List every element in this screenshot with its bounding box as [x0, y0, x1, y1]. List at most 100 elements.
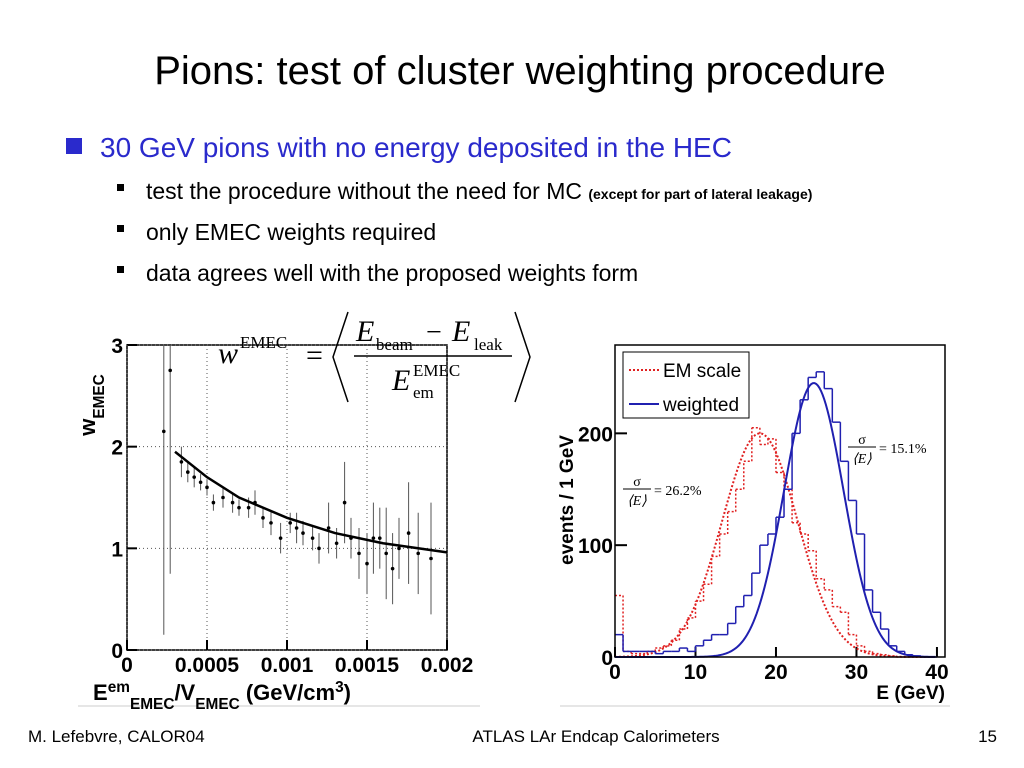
label-part: em	[108, 679, 130, 696]
label-part: EMEC	[195, 696, 239, 713]
label-part: 3	[335, 679, 344, 696]
plot-frame	[614, 344, 946, 658]
data-point	[384, 551, 389, 556]
data-point	[317, 546, 321, 551]
data-point	[261, 516, 265, 520]
formula-minus: −	[426, 317, 442, 348]
x-tick-label: 40	[925, 661, 948, 684]
fit-curve	[614, 432, 936, 658]
label-part: EMEC	[91, 374, 108, 418]
annotation-den: ⟨E⟩	[627, 494, 647, 509]
annotation: σ ⟨E⟩ = 15.1%	[848, 433, 927, 467]
label-part: (GeV/cm	[240, 680, 335, 705]
x-tick-label: 0	[121, 654, 133, 677]
formula-den-sub: em	[413, 383, 434, 402]
legend-label: weighted	[662, 395, 739, 416]
sub-bullet: data agrees well with the proposed weigh…	[146, 260, 638, 286]
data-point	[278, 536, 283, 540]
footer-center: ATLAS LAr Endcap Calorimeters	[472, 727, 719, 746]
data-point	[186, 470, 190, 474]
y-tick-label: 200	[578, 423, 613, 446]
data-point	[378, 536, 382, 540]
y-axis-label: events / 1 GeV	[557, 435, 578, 565]
footer-left: M. Lefebvre, CALOR04	[28, 727, 205, 746]
label-part: w	[75, 418, 100, 437]
bullet-marker	[66, 138, 82, 154]
y-tick-label: 2	[111, 437, 123, 460]
data-point	[301, 531, 305, 535]
data-point	[179, 460, 184, 464]
data-point	[342, 500, 347, 505]
label-part: /V	[174, 680, 195, 705]
formula-lhs-sup: EMEC	[240, 333, 287, 352]
data-point	[237, 505, 241, 510]
y-tick-label: 3	[111, 335, 123, 358]
annotation-num: σ	[633, 475, 641, 490]
data-point	[365, 561, 369, 566]
y-tick-label: 100	[578, 535, 613, 558]
data-point	[397, 546, 401, 551]
sub-bullet-marker	[117, 266, 124, 273]
formula-lhs: w	[218, 337, 238, 370]
slide-title: Pions: test of cluster weighting procedu…	[154, 49, 886, 93]
data-point	[334, 541, 339, 546]
annotation: σ ⟨E⟩ = 26.2%	[623, 475, 702, 509]
data-point	[429, 556, 433, 561]
y-axis-label: wEMEC	[75, 374, 108, 437]
y-tick-label: 1	[111, 538, 123, 561]
formula-num-a: E	[355, 315, 374, 348]
data-point	[294, 526, 299, 530]
x-tick-label: 0	[609, 661, 621, 684]
formula-den-sup: EMEC	[413, 361, 460, 380]
x-tick-label: 0.0015	[335, 654, 400, 677]
data-point	[192, 475, 196, 479]
formula-bracket	[332, 311, 531, 403]
formula-num-b: E	[451, 315, 470, 348]
x-tick-label: 20	[764, 661, 787, 684]
data-point	[168, 368, 172, 373]
data-point	[416, 551, 421, 556]
x-axis-label: EemEMEC/VEMEC (GeV/cm3)	[93, 679, 351, 713]
data-point	[288, 521, 293, 525]
formula-num-b-sub: leak	[474, 335, 503, 354]
x-tick-label: 10	[684, 661, 707, 684]
bullet: 30 GeV pions with no energy deposited in…	[100, 132, 732, 163]
data-point	[390, 566, 395, 571]
sub-bullet-note: (except for part of lateral leakage)	[588, 186, 812, 202]
x-tick-label: 0.001	[261, 654, 314, 677]
annotation-text: = 26.2%	[654, 484, 702, 499]
data-point	[326, 526, 331, 530]
x-axis-label: E (GeV)	[876, 683, 945, 704]
sub-bullet-marker	[117, 184, 124, 191]
label-part: E	[93, 680, 108, 705]
sub-bullet: only EMEC weights required	[146, 219, 436, 245]
data-point	[221, 495, 225, 500]
x-tick-label: 0.0005	[175, 654, 240, 677]
data-point	[269, 521, 273, 525]
fit-curve	[615, 382, 936, 658]
formula-eq: =	[306, 339, 323, 372]
data-point	[162, 429, 166, 434]
annotation-text: = 15.1%	[879, 442, 927, 457]
y-tick-label: 0	[111, 640, 123, 663]
label-part: )	[344, 680, 351, 705]
y-tick-label: 0	[601, 647, 613, 670]
formula-den: E	[391, 364, 410, 397]
data-point	[198, 480, 203, 485]
fit-curve	[174, 450, 448, 554]
data-point	[371, 536, 376, 540]
footer-right: 15	[978, 727, 997, 746]
sub-bullet-marker	[117, 225, 124, 232]
data-point	[205, 485, 209, 490]
data-point	[406, 531, 411, 535]
data-point	[357, 551, 361, 556]
data-point	[211, 500, 216, 505]
annotation-num: σ	[858, 433, 866, 448]
legend-label: EM scale	[663, 361, 741, 382]
label-part: EMEC	[130, 696, 174, 713]
x-tick-label: 30	[845, 661, 868, 684]
sub-bullet: test the procedure without the need for …	[146, 178, 812, 204]
formula: w EMEC = E beam − E leak E em EMEC	[218, 311, 531, 403]
x-tick-label: 0.002	[421, 654, 474, 677]
